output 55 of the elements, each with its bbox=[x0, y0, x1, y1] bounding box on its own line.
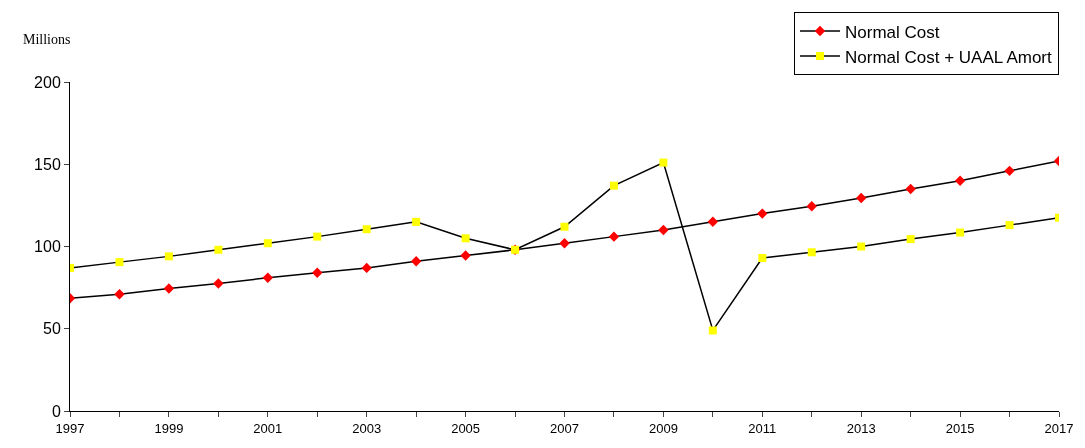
point bbox=[163, 283, 175, 294]
point bbox=[806, 201, 817, 212]
x-tick-label: 1997 bbox=[55, 420, 85, 436]
point bbox=[807, 248, 816, 257]
x-tick-label: 2003 bbox=[352, 420, 382, 436]
y-tick-label: 200 bbox=[34, 73, 61, 91]
y-tick-label: 50 bbox=[43, 320, 61, 338]
point bbox=[361, 262, 372, 274]
point bbox=[1004, 165, 1015, 177]
x-tick-label: 2013 bbox=[846, 420, 876, 436]
point bbox=[757, 208, 768, 219]
y-tick-label: 0 bbox=[51, 402, 61, 420]
point bbox=[707, 216, 719, 228]
x-tick-label: 1999 bbox=[154, 420, 184, 436]
point bbox=[263, 239, 272, 248]
point bbox=[758, 254, 767, 263]
x-tick-label: 2001 bbox=[253, 420, 283, 436]
x-tick-label: 2009 bbox=[648, 420, 678, 436]
point bbox=[214, 245, 223, 254]
point bbox=[164, 252, 173, 261]
point bbox=[262, 272, 273, 283]
y-tick-label: 100 bbox=[34, 238, 61, 256]
point bbox=[857, 242, 866, 251]
y-tick-label: 150 bbox=[34, 155, 61, 173]
x-tick-label: 2007 bbox=[550, 420, 579, 436]
point bbox=[856, 192, 867, 204]
point bbox=[412, 217, 421, 226]
point bbox=[954, 175, 966, 186]
point bbox=[410, 256, 422, 267]
point bbox=[115, 258, 124, 267]
legend-label: Normal Cost bbox=[845, 22, 940, 42]
point bbox=[659, 158, 668, 167]
point bbox=[461, 234, 470, 243]
legend-label: Normal Cost + UAAL Amort bbox=[845, 47, 1053, 67]
point bbox=[608, 231, 620, 242]
point bbox=[1005, 221, 1014, 230]
point bbox=[905, 183, 916, 195]
point bbox=[559, 238, 570, 249]
point bbox=[213, 278, 224, 289]
x-tick-label: 2017 bbox=[1044, 420, 1074, 436]
x-tick-label: 2011 bbox=[748, 420, 777, 436]
point bbox=[312, 267, 323, 279]
y-axis-title: Millions bbox=[23, 32, 71, 47]
point bbox=[362, 225, 371, 234]
x-tick-label: 2015 bbox=[945, 420, 975, 436]
point bbox=[708, 326, 717, 335]
point bbox=[658, 224, 669, 236]
point bbox=[609, 181, 618, 190]
point bbox=[956, 228, 965, 237]
point bbox=[560, 222, 569, 231]
x-tick-label: 2005 bbox=[451, 420, 481, 436]
point bbox=[906, 235, 915, 244]
point bbox=[460, 250, 471, 261]
point bbox=[313, 232, 322, 241]
point bbox=[114, 289, 125, 300]
